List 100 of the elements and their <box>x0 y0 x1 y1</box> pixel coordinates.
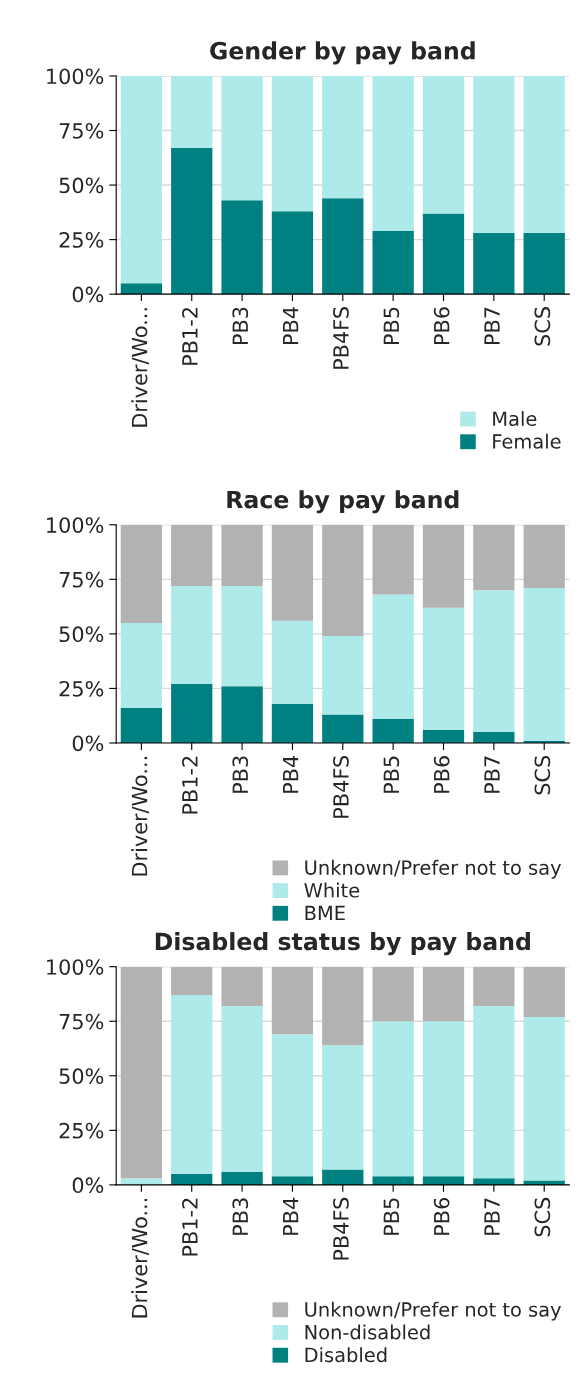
bar <box>473 966 515 1006</box>
y-tick-label: 25% <box>59 1122 104 1139</box>
bar <box>473 233 515 295</box>
bar <box>221 200 263 295</box>
x-tick-label: PB4FS <box>333 755 349 818</box>
legend-label: Unknown/Prefer not to say <box>305 1301 562 1321</box>
legend-label: Non-disabled <box>305 1324 430 1340</box>
y-tick-label: 0% <box>72 286 104 303</box>
y-tick-label: 50% <box>59 177 104 194</box>
x-tick-label: PB3 <box>232 307 249 345</box>
bar <box>271 620 314 704</box>
bar <box>372 524 414 595</box>
bar <box>523 588 565 741</box>
bar <box>171 524 213 586</box>
bar <box>422 213 465 295</box>
x-tick-label: PB4 <box>283 755 299 793</box>
legend-label: White <box>304 882 360 898</box>
bar <box>271 1176 314 1185</box>
chart-title: Gender by pay band <box>210 41 475 65</box>
legend-label: Male <box>493 411 537 427</box>
x-tick-label: PB7 <box>484 307 500 345</box>
legend-label: Disabled <box>305 1347 387 1363</box>
bar <box>171 1173 213 1185</box>
bar <box>171 684 213 743</box>
bar <box>372 75 414 231</box>
bar <box>120 1178 163 1185</box>
bar <box>372 966 414 1022</box>
bar <box>322 1045 364 1170</box>
x-tick-label: SCS <box>534 307 551 346</box>
bar <box>372 1176 414 1185</box>
bar <box>221 1005 263 1172</box>
y-tick-label: 0% <box>72 1177 104 1194</box>
x-tick-label: PB5 <box>383 307 400 345</box>
bar <box>322 966 364 1046</box>
x-tick-label: PB1-2 <box>182 756 198 814</box>
bar <box>322 636 364 715</box>
bar <box>120 622 163 709</box>
x-tick-label: Driver/Wo... <box>131 757 150 876</box>
bar <box>322 75 364 199</box>
x-tick-label: PB7 <box>484 1198 500 1235</box>
x-tick-label: PB6 <box>433 307 450 345</box>
bar <box>422 607 465 730</box>
bar <box>473 732 515 743</box>
x-tick-label: SCS <box>534 755 551 795</box>
bar <box>120 75 163 284</box>
bar <box>221 686 263 743</box>
x-tick-label: PB1-2 <box>182 308 198 365</box>
bar <box>120 524 163 623</box>
y-tick-label: 100% <box>47 68 104 85</box>
bar <box>473 590 515 733</box>
x-tick-label: PB4FS <box>333 1197 349 1260</box>
bar <box>422 1021 465 1177</box>
bar <box>523 966 565 1017</box>
bar <box>221 524 263 586</box>
y-tick-label: 100% <box>47 517 104 533</box>
y-tick-label: 75% <box>59 1013 104 1030</box>
bar <box>221 966 263 1006</box>
legend-label: Female <box>493 433 561 449</box>
x-tick-label: PB6 <box>433 1198 450 1235</box>
bar <box>372 230 414 295</box>
x-tick-label: PB5 <box>383 756 400 793</box>
bar <box>372 718 414 743</box>
bar <box>271 966 314 1035</box>
bar <box>271 1034 314 1177</box>
bar <box>221 1171 263 1185</box>
bar <box>523 75 565 234</box>
bar <box>422 524 465 608</box>
x-tick-label: PB1-2 <box>182 1198 198 1256</box>
x-tick-label: PB7 <box>484 756 500 793</box>
bar <box>422 729 465 743</box>
x-tick-label: PB3 <box>232 1198 249 1235</box>
y-tick-label: 75% <box>59 571 104 588</box>
bar <box>523 1016 565 1181</box>
bar <box>271 524 314 621</box>
x-tick-label: PB5 <box>383 1198 400 1235</box>
x-tick-label: PB3 <box>232 756 249 793</box>
bar <box>473 1005 515 1179</box>
bar <box>523 524 565 589</box>
bar <box>322 524 364 637</box>
x-tick-label: SCS <box>534 1197 551 1237</box>
bar <box>322 1169 364 1185</box>
bar <box>523 233 565 295</box>
x-tick-label: PB4FS <box>333 307 349 369</box>
x-tick-label: PB4 <box>283 307 299 345</box>
bar <box>120 966 163 1179</box>
y-tick-label: 50% <box>59 626 104 643</box>
bar <box>171 995 213 1174</box>
bar <box>422 75 465 214</box>
y-tick-label: 50% <box>59 1068 104 1085</box>
bar <box>221 75 263 201</box>
bar <box>422 1176 465 1185</box>
y-tick-label: 25% <box>59 680 104 697</box>
bar <box>271 75 314 212</box>
bar <box>171 147 213 295</box>
bar <box>271 211 314 295</box>
bar <box>372 1021 414 1177</box>
bar <box>322 714 364 743</box>
bar <box>271 703 314 743</box>
bar <box>171 585 213 685</box>
y-tick-label: 75% <box>59 122 104 139</box>
